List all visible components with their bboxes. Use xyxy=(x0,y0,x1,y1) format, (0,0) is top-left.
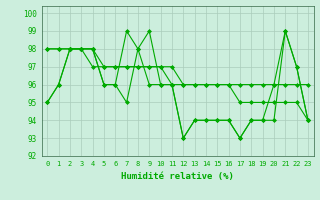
X-axis label: Humidité relative (%): Humidité relative (%) xyxy=(121,172,234,181)
